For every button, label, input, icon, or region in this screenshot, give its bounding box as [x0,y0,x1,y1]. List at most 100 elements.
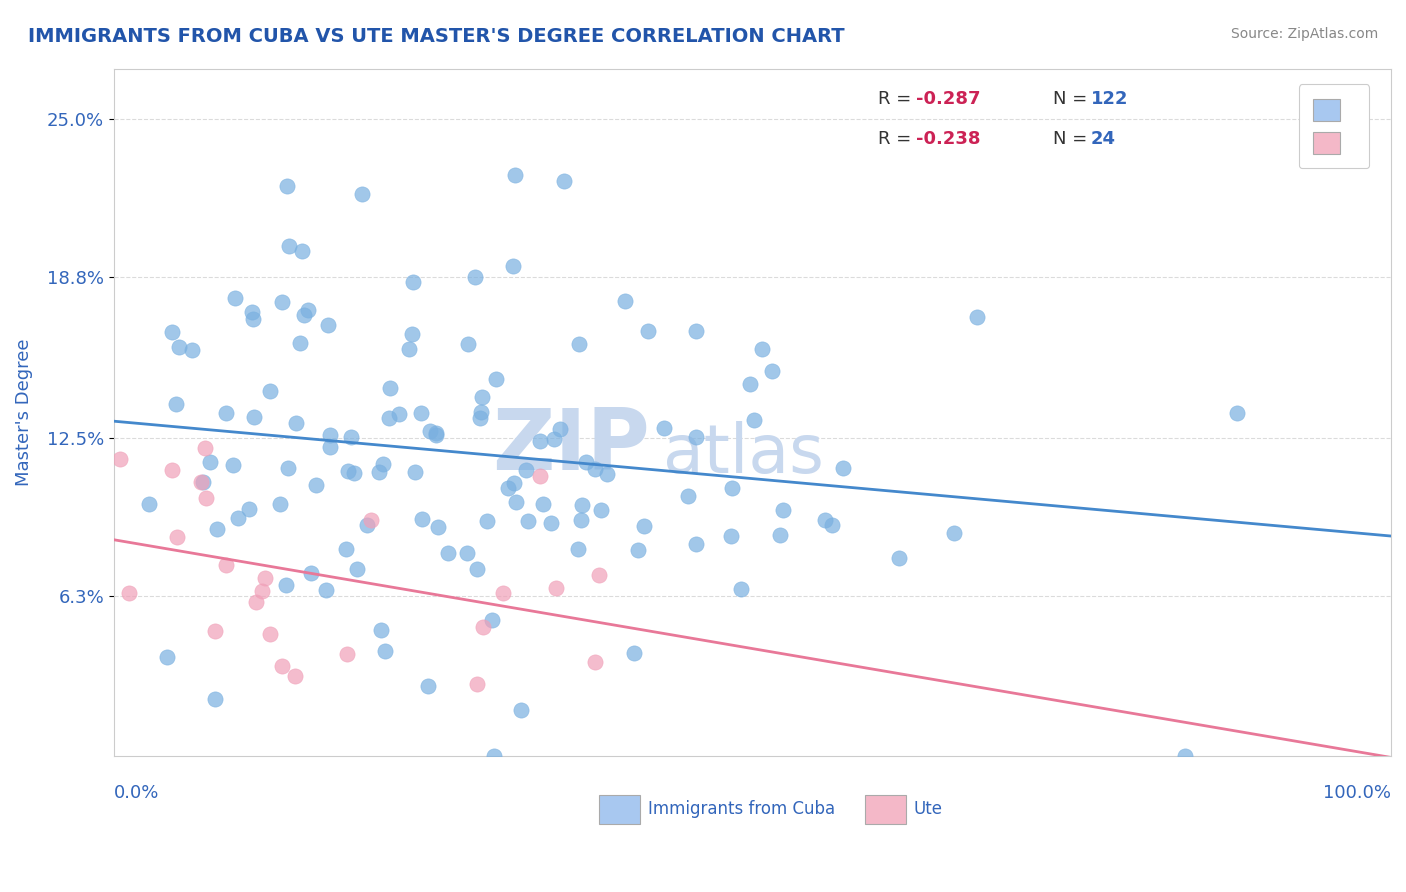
Point [485,372,508,386]
Point [224,291,246,305]
Point [419,424,441,438]
Point [685,537,707,551]
Point [470,405,492,419]
Text: Ute: Ute [914,800,942,818]
Point [821,517,844,532]
Point [401,326,423,341]
Point [637,324,659,338]
Text: 24: 24 [1091,129,1116,148]
Point [215,558,238,572]
Point [516,514,538,528]
Point [652,420,675,434]
Point [502,259,524,273]
Point [336,647,359,661]
Point [425,426,447,441]
Point [627,542,650,557]
Point [505,495,527,509]
Point [465,677,488,691]
Text: IMMIGRANTS FROM CUBA VS UTE MASTER'S DEGREE CORRELATION CHART: IMMIGRANTS FROM CUBA VS UTE MASTER'S DEG… [28,27,845,45]
Point [471,391,494,405]
Point [278,239,301,253]
Point [388,407,411,421]
Point [887,550,910,565]
Point [720,529,742,543]
Bar [599,795,640,823]
Text: -0.238: -0.238 [915,129,980,148]
Point [571,499,593,513]
Point [343,466,366,480]
Point [242,311,264,326]
Point [751,342,773,356]
Point [373,457,395,471]
Point [315,583,337,598]
Point [108,452,131,467]
Point [567,541,589,556]
Point [437,546,460,560]
Point [411,407,433,421]
Text: Source: ZipAtlas.com: Source: ZipAtlas.com [1230,27,1378,41]
Point [226,511,249,525]
Point [162,462,184,476]
Point [292,308,315,322]
Point [502,476,524,491]
Point [596,467,619,482]
Point [481,613,503,627]
Point [738,377,761,392]
Point [465,562,488,576]
Point [575,455,598,469]
Point [678,489,700,503]
Point [492,586,515,600]
Text: -0.287: -0.287 [915,90,980,108]
Point [583,462,606,476]
Point [531,497,554,511]
Point [194,441,217,455]
Point [340,430,363,444]
Point [477,514,499,528]
Text: atlas: atlas [664,421,824,487]
Point [1174,749,1197,764]
Point [346,562,368,576]
Point [240,305,263,319]
Point [685,324,707,338]
Text: N =: N = [1053,129,1092,148]
Point [553,174,575,188]
Point [276,179,298,194]
Point [398,343,420,357]
Point [515,463,537,477]
Point [503,169,526,183]
Point [769,528,792,542]
Text: R =: R = [877,90,917,108]
Point [623,646,645,660]
Bar [865,795,905,823]
Point [335,541,357,556]
Point [245,595,267,609]
Point [370,623,392,637]
Point [259,627,281,641]
Point [540,516,562,530]
Text: 122: 122 [1091,90,1129,108]
Point [165,397,187,411]
Point [374,644,396,658]
Point [1226,406,1249,420]
Point [591,503,613,517]
Point [484,749,506,764]
Point [191,475,214,489]
Point [204,624,226,639]
Point [180,343,202,357]
Point [190,475,212,489]
Point [543,432,565,446]
Point [271,659,294,673]
Point [167,340,190,354]
Point [633,518,655,533]
Point [569,513,592,527]
Text: 100.0%: 100.0% [1323,784,1391,802]
Point [204,691,226,706]
Point [966,310,988,325]
Point [685,430,707,444]
Point [198,454,221,468]
Point [456,546,478,560]
Y-axis label: Master's Degree: Master's Degree [15,339,32,486]
Point [404,465,426,479]
Point [297,303,319,318]
Point [285,416,308,430]
